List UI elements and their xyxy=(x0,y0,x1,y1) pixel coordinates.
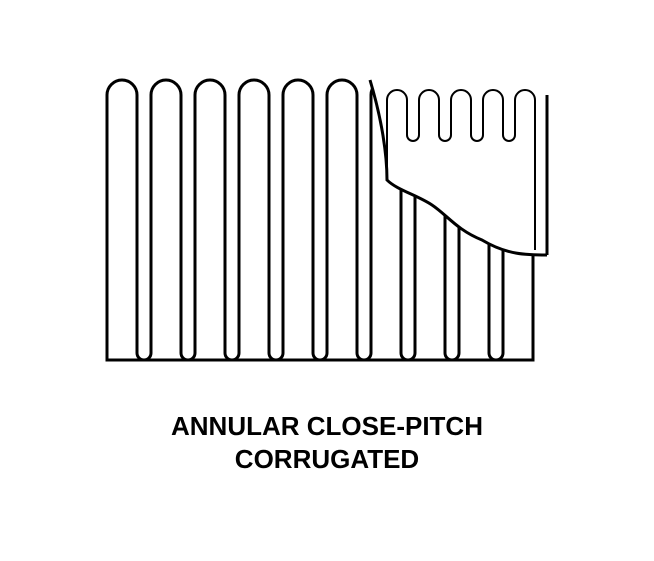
caption-line-2: CORRUGATED xyxy=(171,443,483,476)
figure-container: ANNULAR CLOSE-PITCH CORRUGATED xyxy=(0,0,654,561)
corrugation-diagram xyxy=(87,60,567,380)
caption: ANNULAR CLOSE-PITCH CORRUGATED xyxy=(171,410,483,475)
caption-line-1: ANNULAR CLOSE-PITCH xyxy=(171,410,483,443)
